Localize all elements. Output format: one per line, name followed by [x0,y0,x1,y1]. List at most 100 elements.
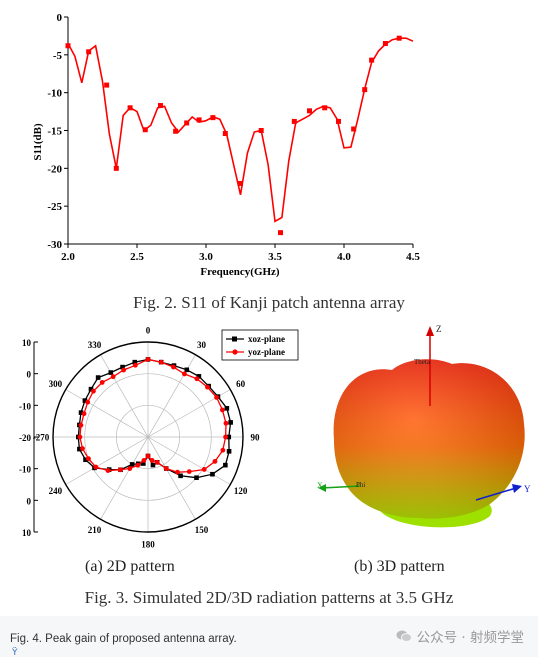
s11-marker [335,118,341,124]
legend-yoz-label: yoz-plane [248,347,285,357]
polar-radial-tick-label: 10 [22,338,32,348]
theta-label: Theta [414,358,431,366]
s11-x-tick-label: 3.5 [268,251,282,263]
polar-marker-xoz-plane [120,364,125,370]
polar-marker-yoz-plane [78,422,84,428]
polar-marker-yoz-plane [182,371,187,377]
s11-marker [127,105,133,111]
polar-marker-yoz-plane [223,434,228,440]
pattern-3d-figure: Z Theta Y X Phi [317,324,531,528]
polar-marker-xoz-plane [224,405,230,411]
s11-y-tick-label: -10 [47,88,62,100]
polar-angle-label: 60 [236,379,246,389]
bottom-bar [0,616,538,657]
polar-marker-yoz-plane [194,376,200,382]
polar-outer-ring [52,341,244,533]
x-axis [321,485,361,489]
s11-marker [258,128,264,133]
polar-radial-tick-label: 0 [27,370,32,380]
polar-marker-yoz-plane [93,464,99,470]
z-axis-label: Z [436,324,442,334]
polar-marker-xoz-plane [108,370,114,375]
s11-chart: 2.0 2.5 3.0 3.5 4.0 4.5 0 -5 -10 -15 -20 -25 -30 Fre… [32,12,420,278]
polar-marker-yoz-plane [135,462,141,468]
x-axis-label: X [317,481,323,490]
s11-y-tick-label: -15 [47,126,62,138]
s11-series-line [67,37,414,223]
s11-marker [157,103,163,109]
s11-x-tick-label: 3.0 [199,251,213,263]
s11-marker [184,120,190,126]
s11-y-tick-label: -25 [47,201,62,213]
s11-marker [322,105,328,111]
polar-marker-yoz-plane [219,407,225,413]
polar-radial-tick-label: -20 [19,433,31,443]
polar-marker-yoz-plane [154,459,160,465]
s11-marker [113,165,119,171]
polar-angle-label: 150 [195,525,209,535]
legend-box [221,329,299,361]
s11-x-tick-label: 2.5 [130,251,144,263]
polar-marker-xoz-plane [78,410,84,415]
polar-marker-xoz-plane [88,386,94,392]
polar-marker-yoz-plane [118,467,123,473]
polar-series [76,357,233,481]
s11-xlabel: Frequency(GHz) [200,266,280,278]
polar-marker-yoz-plane [110,374,116,380]
polar-spoke [100,354,196,520]
polar-marker-yoz-plane [132,362,138,368]
polar-marker-xoz-plane [77,446,82,452]
s11-marker [382,40,388,46]
polar-marker-xoz-plane [141,461,146,466]
watermark: 公众号 · 射频学堂 [396,626,524,646]
polar-marker-xoz-plane [226,448,232,454]
polar-marker-yoz-plane [127,466,133,471]
polar-marker-yoz-plane [145,453,151,459]
polar-marker-yoz-plane [81,411,87,417]
s11-marker [210,115,216,121]
pattern-3d-shade [333,359,525,519]
phi-label: Phi [356,481,365,489]
polar-marker-yoz-plane [145,357,151,362]
polar-angle-label: 210 [88,525,102,535]
polar-marker-yoz-plane [141,457,147,463]
polar-marker-yoz-plane [212,458,218,464]
s11-x-tick-label: 2.0 [61,251,75,263]
s11-tick-labels: 2.0 2.5 3.0 3.5 4.0 4.5 0 -5 -10 -15 -20 -25 -30 [47,12,420,263]
polar-marker-yoz-plane [85,399,91,405]
legend-yoz-marker [232,349,238,355]
polar-marker-yoz-plane [158,359,164,365]
polar-angle-label: 120 [234,486,248,496]
polar-angle-label: 30 [197,340,207,350]
z-axis-arrow [426,326,434,336]
s11-marker [86,49,92,55]
polar-marker-yoz-plane [80,446,85,451]
polar-marker-yoz-plane [205,384,210,390]
polar-marker-yoz-plane [99,380,105,385]
polar-angle-label: 180 [141,540,155,549]
s11-marker [307,108,312,114]
legend-xoz-marker [232,336,237,342]
polar-radial-tick-label: 0 [27,496,32,506]
legend-xoz-label: xoz-plane [248,334,285,344]
polar-angle-label: 240 [49,486,63,496]
polar-radial-tick-label: 10 [22,528,32,538]
polar-marker-xoz-plane [132,359,138,365]
polar-angle-label: -270 [33,433,50,443]
polar-marker-yoz-plane [163,466,169,471]
s11-marker [291,118,297,124]
polar-angle-label: 0 [146,326,151,336]
polar-legend: xoz-plane yoz-plane [221,329,299,361]
polar-marker-yoz-plane [175,469,180,475]
polar-marker-yoz-plane [121,367,127,373]
polar-marker-xoz-plane [129,462,135,467]
s11-axes [64,16,414,248]
x-axis-arrow [318,484,326,492]
expand-mark[interactable]: Ϋ [12,648,18,658]
s11-marker [362,87,368,93]
y-axis-arrow [512,484,522,493]
polar-marker-yoz-plane [171,364,176,370]
y-axis [475,487,517,501]
polar-angle-label: 90 [251,433,261,443]
s11-y-tick-label: -5 [53,50,63,62]
